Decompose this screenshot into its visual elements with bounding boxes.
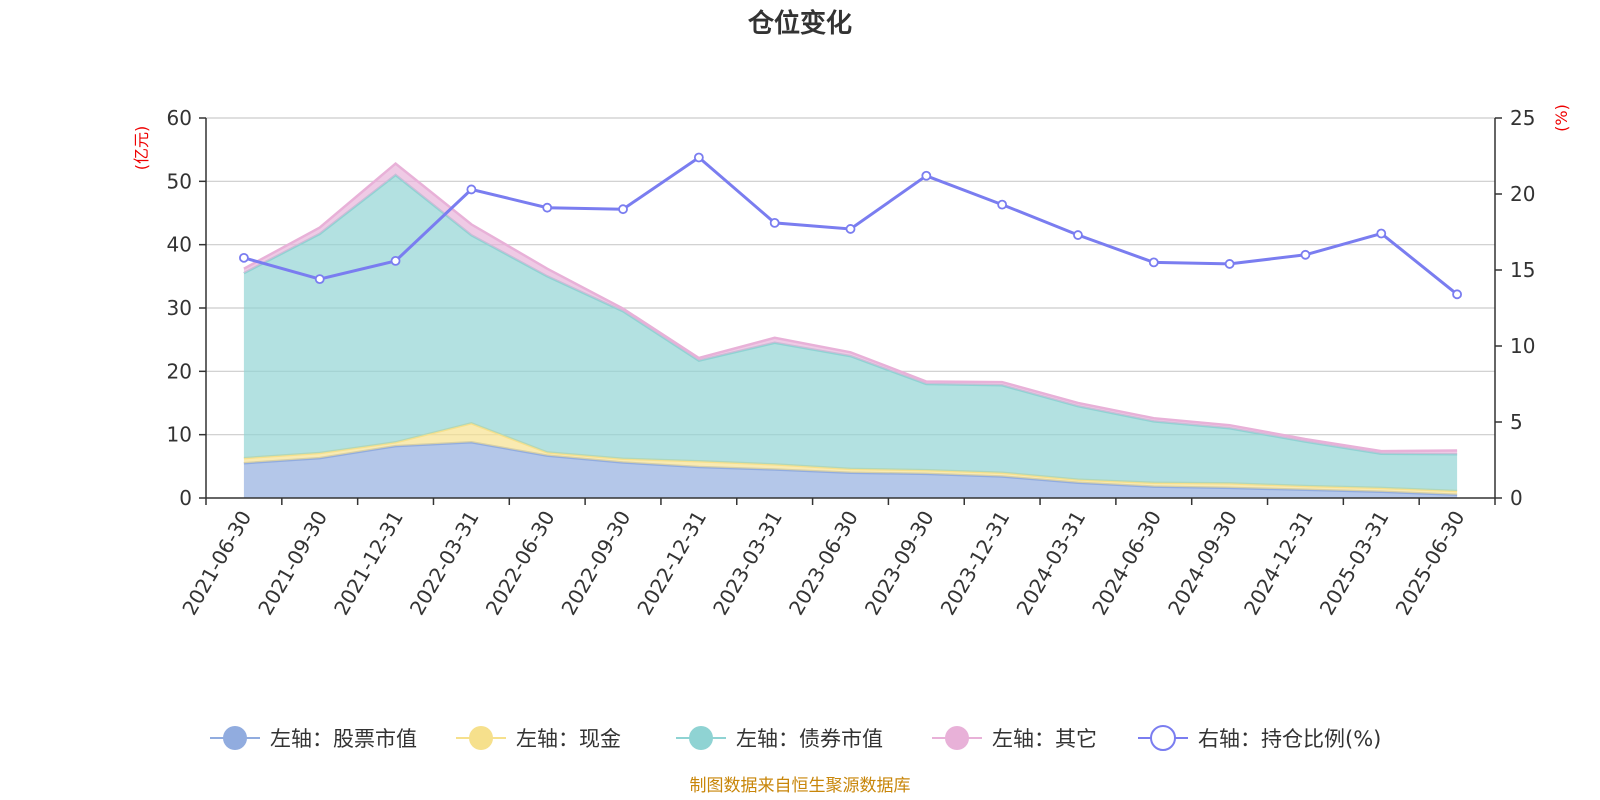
- ratio-point: [845, 224, 856, 234]
- right-tick-label: 15: [1510, 258, 1535, 282]
- right-tick-label: 20: [1510, 182, 1535, 206]
- left-axis-unit: (亿元): [132, 126, 151, 171]
- stacked-areas: [243, 161, 1458, 498]
- x-tick-label: 2023-03-31: [708, 507, 787, 620]
- ratio-point: [921, 170, 932, 181]
- x-tick-label: 2022-06-30: [481, 507, 560, 620]
- legend-swatch-marker: [945, 726, 969, 750]
- legend-swatch-marker: [223, 726, 247, 750]
- ratio-point: [1224, 259, 1235, 269]
- legend-label: 左轴：股票市值: [270, 727, 417, 751]
- x-tick-label: 2022-12-31: [632, 507, 711, 620]
- left-tick-label: 10: [167, 423, 192, 447]
- legend-item: 左轴：现金: [456, 726, 621, 751]
- ratio-point: [1148, 257, 1159, 268]
- legend-item: 左轴：债券市值: [676, 726, 883, 751]
- right-tick-label: 25: [1510, 106, 1535, 130]
- ratio-point: [618, 204, 628, 215]
- left-tick-label: 50: [167, 169, 192, 193]
- legend: 左轴：股票市值 左轴：现金 左轴：债券市值 左轴：其它 右轴：持仓比例(%): [210, 725, 1381, 751]
- area-左轴：其它: [243, 163, 1458, 455]
- x-tick-label: 2021-12-31: [329, 507, 408, 620]
- x-tick-label: 2022-03-31: [405, 507, 484, 620]
- legend-label: 左轴：现金: [516, 727, 621, 751]
- x-tick-label: 2023-12-31: [936, 507, 1015, 620]
- x-tick-label: 2023-06-30: [784, 507, 863, 620]
- ratio-point: [466, 184, 477, 195]
- left-tick-label: 60: [167, 106, 192, 130]
- right-tick-label: 5: [1510, 410, 1523, 434]
- ratio-point: [314, 274, 325, 285]
- legend-label: 右轴：持仓比例(%): [1198, 727, 1381, 751]
- x-tick-label: 2024-06-30: [1087, 507, 1166, 620]
- ratio-point: [769, 217, 780, 228]
- x-tick-label: 2023-09-30: [860, 507, 939, 620]
- ratio-point: [1452, 289, 1462, 300]
- ratio-point: [239, 252, 249, 263]
- chart-title: 仓位变化: [747, 8, 852, 39]
- legend-swatch-marker: [1150, 725, 1176, 751]
- area-edge-line: [243, 161, 1458, 453]
- ratio-line: [239, 152, 1462, 300]
- legend-item: 左轴：其它: [932, 726, 1097, 751]
- ratio-point: [542, 202, 553, 213]
- x-tick-label: 2021-06-30: [177, 507, 256, 620]
- x-tick-label: 2022-09-30: [556, 507, 635, 620]
- legend-item: 左轴：股票市值: [210, 726, 417, 751]
- x-tick-label: 2025-06-30: [1391, 507, 1470, 620]
- right-tick-label: 10: [1510, 334, 1535, 358]
- legend-swatch-marker: [689, 726, 713, 750]
- left-tick-label: 0: [179, 486, 192, 510]
- right-axis-unit: (%): [1552, 104, 1571, 132]
- ratio-point: [997, 199, 1008, 210]
- legend-label: 左轴：其它: [992, 727, 1097, 751]
- ratio-point: [1376, 228, 1387, 239]
- legend-swatch-marker: [469, 726, 493, 750]
- x-tick-label: 2024-09-30: [1163, 507, 1242, 620]
- left-tick-label: 20: [167, 359, 192, 383]
- ratio-point: [1300, 249, 1311, 260]
- left-tick-label: 40: [167, 233, 192, 257]
- x-tick-label: 2025-03-31: [1315, 507, 1394, 620]
- x-tick-label: 2021-09-30: [253, 507, 332, 620]
- ratio-point: [693, 152, 704, 163]
- ratio-point: [390, 255, 401, 266]
- legend-item: 右轴：持仓比例(%): [1138, 725, 1381, 751]
- x-tick-label: 2024-03-31: [1011, 507, 1090, 620]
- area-左轴：债券市值: [243, 175, 1458, 491]
- right-tick-label: 0: [1510, 486, 1523, 510]
- data-source-note: 制图数据来自恒生聚源数据库: [690, 776, 911, 796]
- legend-label: 左轴：债券市值: [736, 727, 883, 751]
- ratio-point: [1073, 230, 1083, 240]
- left-tick-label: 30: [167, 296, 192, 320]
- x-tick-label: 2024-12-31: [1239, 507, 1318, 620]
